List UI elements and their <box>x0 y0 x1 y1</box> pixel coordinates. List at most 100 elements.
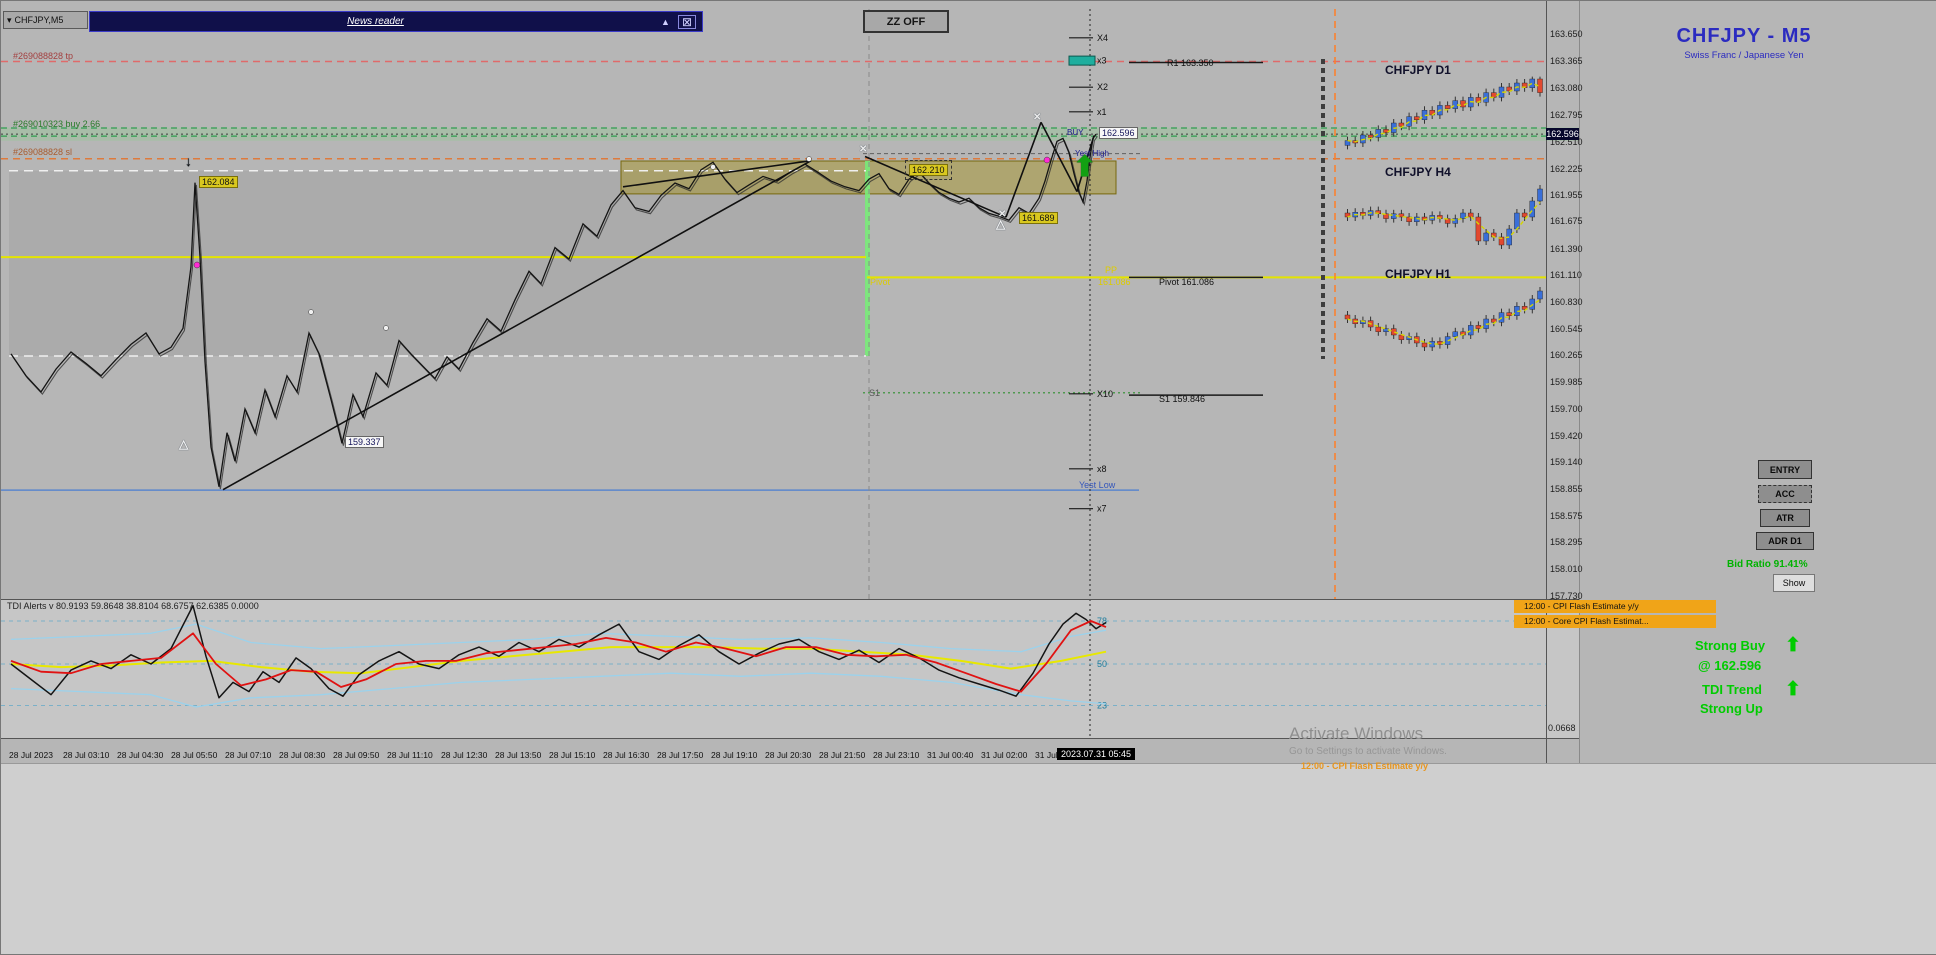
candle-body <box>1414 116 1420 120</box>
mini-chart-title-h4: CHFJPY H4 <box>1385 165 1451 179</box>
signal-dot <box>383 325 389 331</box>
price-scale-value: 161.955 <box>1550 190 1583 200</box>
candle-body <box>1406 216 1412 223</box>
mini-chart-title-d1: CHFJPY D1 <box>1385 63 1451 77</box>
adr-d1-button[interactable]: ADR D1 <box>1756 532 1814 550</box>
candle-body <box>1521 306 1528 310</box>
price-scale-value: 159.140 <box>1550 457 1583 467</box>
fib-marker-label: x8 <box>1097 464 1107 474</box>
time-axis-label: 28 Jul 09:50 <box>333 750 380 760</box>
candle-body <box>1529 200 1536 218</box>
activate-windows-watermark: Activate Windows <box>1289 724 1424 743</box>
pane-divider[interactable] <box>1 738 1579 739</box>
signal-price: @ 162.596 <box>1698 658 1762 673</box>
trend-line[interactable] <box>1076 135 1095 192</box>
trend-line[interactable] <box>622 159 812 188</box>
page-title: CHFJPY - M5 <box>1676 25 1812 47</box>
price-scale-value: 160.545 <box>1550 324 1583 334</box>
bottom-strip <box>1 764 1936 954</box>
up-arrow-icon: ⬆ <box>1785 635 1801 656</box>
time-axis[interactable]: 28 Jul 2023 28 Jul 03:10 28 Jul 04:30 28 Ju… <box>1 1 1579 763</box>
time-axis-label: 28 Jul 16:30 <box>603 750 650 760</box>
mini-chart-h4[interactable] <box>1341 161 1546 261</box>
candle-body <box>1498 236 1505 246</box>
signal-dot <box>193 261 201 269</box>
tdi-series <box>10 620 1107 693</box>
indicator-scale-bottom: 0.0668 <box>1548 723 1576 733</box>
fib-marker-label: X10 <box>1097 389 1113 399</box>
time-axis-label: 28 Jul 13:50 <box>495 750 542 760</box>
atr-button[interactable]: ATR <box>1760 509 1810 527</box>
trend-line[interactable] <box>222 160 812 491</box>
trend-line[interactable] <box>864 155 1007 218</box>
tdi-series <box>10 646 1107 675</box>
time-axis-label: 28 Jul 23:10 <box>873 750 920 760</box>
time-axis-label: 28 Jul 08:30 <box>279 750 326 760</box>
price-scale-value: 158.295 <box>1550 537 1583 547</box>
time-axis-label: 31 Jul 00:40 <box>927 750 974 760</box>
time-axis-label: 28 Jul 20:30 <box>765 750 812 760</box>
trend-line[interactable] <box>1005 122 1042 218</box>
activate-windows-subtext: Go to Settings to activate Windows. <box>1289 746 1447 757</box>
window-bottom-divider <box>1 763 1936 764</box>
price-scale-value: 162.225 <box>1550 164 1583 174</box>
fib-marker-label: x3 <box>1097 56 1107 66</box>
fib-marker-label: X2 <box>1097 82 1108 92</box>
signal-dot <box>1043 156 1051 164</box>
signal-strong-buy: Strong Buy <box>1695 638 1766 653</box>
price-scale-value: 159.420 <box>1550 431 1583 441</box>
candle-body <box>1483 232 1489 242</box>
fib-target-box <box>1068 55 1096 66</box>
mini-chart-d1[interactable] <box>1341 59 1546 159</box>
zz-toggle-button[interactable]: ZZ OFF <box>863 10 949 33</box>
symbol-tab[interactable]: ▾ CHFJPY,M5 <box>3 11 88 29</box>
mini-ma-line <box>1347 201 1541 240</box>
chevron-down-icon: ▾ <box>7 14 12 25</box>
news-ticker: 12:00 - CPI Flash Estimate y/y <box>1301 761 1429 771</box>
fib-marker-label: X4 <box>1097 33 1108 43</box>
symbol-subtitle: Swiss Franc / Japanese Yen <box>1684 50 1804 61</box>
candle-body <box>1537 290 1543 300</box>
main-chart-canvas[interactable]: X4 x3 X2 x1 X10 x8 x7 78 50 23 <box>1 1 1579 763</box>
time-axis-label: 28 Jul 21:50 <box>819 750 866 760</box>
time-axis-label: 28 Jul 07:10 <box>225 750 272 760</box>
close-icon[interactable]: ⊠ <box>677 14 696 29</box>
pane-divider[interactable] <box>1 599 1579 600</box>
time-axis-label: 28 Jul 17:50 <box>657 750 704 760</box>
chart-zone <box>1 127 1579 141</box>
news-list: 12:00 - CPI Flash Estimate y/y 12:00 - Co… <box>1514 600 1716 630</box>
price-axis-line <box>1546 1 1547 763</box>
candle-body <box>1529 78 1536 89</box>
price-scale-value: 159.985 <box>1550 377 1583 387</box>
price-scale-value: 163.080 <box>1550 83 1583 93</box>
candle-body <box>1475 325 1482 329</box>
tdi-level-label: 78 <box>1097 616 1107 626</box>
time-axis-label: 28 Jul 15:10 <box>549 750 596 760</box>
acc-button[interactable]: ACC <box>1758 485 1812 503</box>
entry-button[interactable]: ENTRY <box>1758 460 1812 479</box>
show-button[interactable]: Show <box>1773 574 1815 592</box>
mini-chart-title-h1: CHFJPY H1 <box>1385 267 1451 281</box>
price-scale-value: 157.730 <box>1550 591 1583 601</box>
candle-body <box>1452 331 1459 337</box>
panel-divider <box>1579 1 1580 763</box>
candle-body <box>1444 105 1451 109</box>
candle-body <box>1421 342 1428 348</box>
mini-chart-h1[interactable] <box>1341 263 1546 363</box>
collapse-arrow-icon[interactable]: ▲ <box>661 16 670 27</box>
price-scale-value: 158.010 <box>1550 564 1583 574</box>
time-axis-label: 28 Jul 19:10 <box>711 750 758 760</box>
tdi-indicator-pane[interactable] <box>1 599 1579 739</box>
candle-body <box>1383 213 1389 219</box>
news-reader-bar[interactable]: News reader ▲ ⊠ <box>89 11 703 32</box>
tdi-header: TDI Alerts v 80.9193 59.8648 38.8104 68.… <box>7 601 259 611</box>
trend-line[interactable] <box>1040 121 1078 192</box>
up-arrow-icon: ⬆ <box>1785 679 1801 700</box>
price-scale-value: 158.575 <box>1550 511 1583 521</box>
time-axis-label: 28 Jul 2023 <box>9 750 53 760</box>
crosshair-timestamp: 2023.07.31 05:45 <box>1057 748 1136 760</box>
price-series-echo <box>11 135 1098 490</box>
news-item: 12:00 - Core CPI Flash Estimat... <box>1514 615 1716 628</box>
signal-dot <box>710 164 716 170</box>
